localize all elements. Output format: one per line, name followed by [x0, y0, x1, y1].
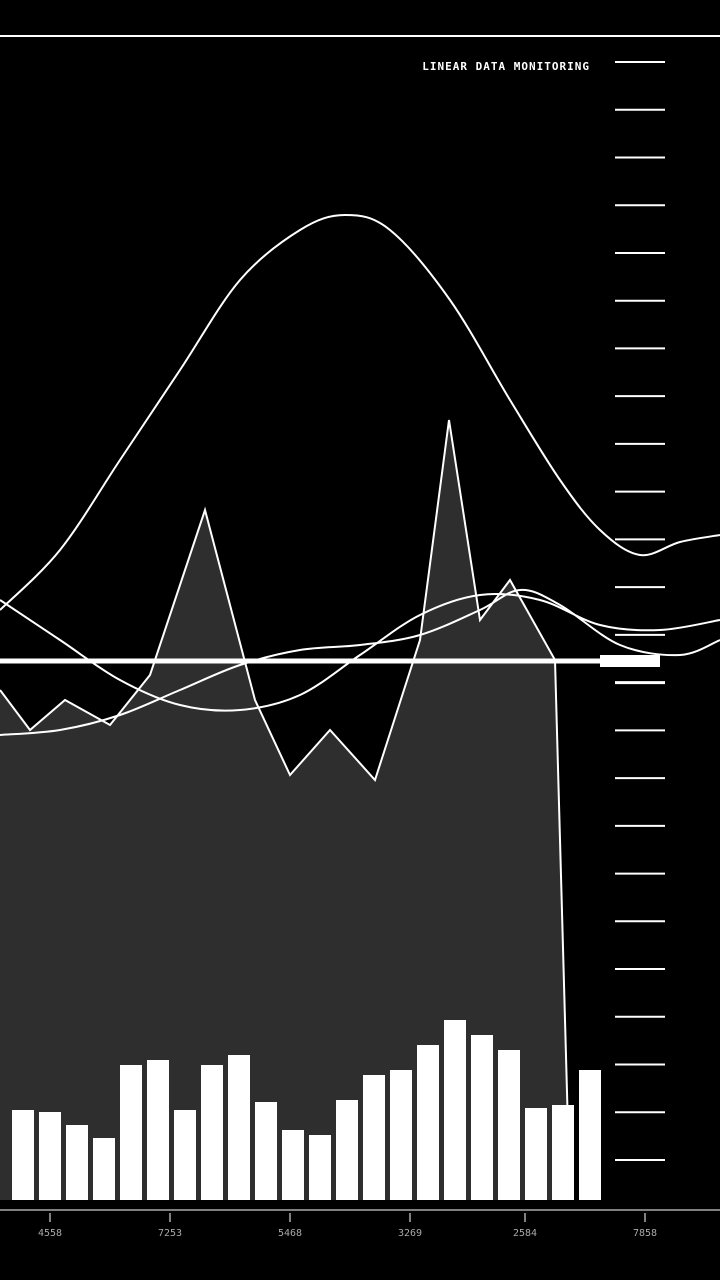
bar — [93, 1138, 115, 1200]
x-tick-label: 7858 — [633, 1228, 657, 1239]
bar — [363, 1075, 385, 1200]
bar — [309, 1135, 331, 1200]
bar — [282, 1130, 304, 1200]
bar — [66, 1125, 88, 1200]
bar — [579, 1070, 601, 1200]
bar — [444, 1020, 466, 1200]
x-tick-label: 2584 — [513, 1228, 537, 1239]
bar — [255, 1102, 277, 1200]
bar — [228, 1055, 250, 1200]
bar — [390, 1070, 412, 1200]
bar — [525, 1108, 547, 1200]
bar — [471, 1035, 493, 1200]
bar — [498, 1050, 520, 1200]
bar — [336, 1100, 358, 1200]
bar — [12, 1110, 34, 1200]
x-tick-label: 3269 — [398, 1228, 422, 1239]
x-tick-label: 5468 — [278, 1228, 302, 1239]
x-tick-label: 7253 — [158, 1228, 182, 1239]
bar — [174, 1110, 196, 1200]
chart-canvas: 4558 7253 5468 3269 2584 7858 — [0, 0, 720, 1280]
bar — [147, 1060, 169, 1200]
baseline-marker — [600, 655, 660, 667]
bar — [201, 1065, 223, 1200]
bar — [120, 1065, 142, 1200]
bar — [417, 1045, 439, 1200]
wave-curve-1 — [0, 594, 720, 711]
bell-curve — [0, 215, 720, 610]
x-tick-label: 4558 — [38, 1228, 62, 1239]
bar — [39, 1112, 61, 1200]
bar — [552, 1105, 574, 1200]
